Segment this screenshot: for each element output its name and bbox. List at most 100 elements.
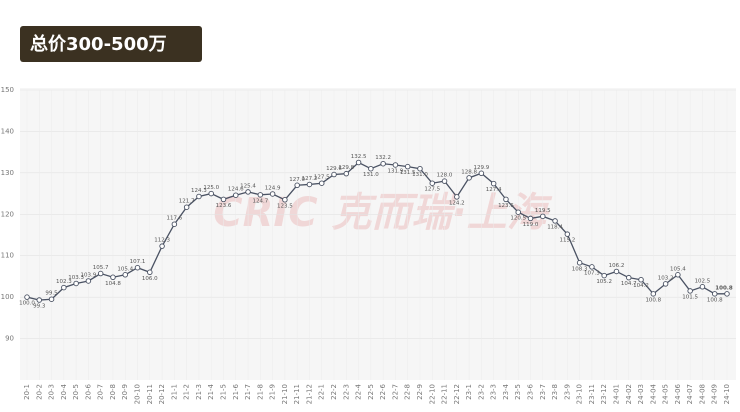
data-label: 131.0 [412,172,428,178]
data-label: 106.0 [142,276,158,282]
data-label: 105.4 [670,266,686,272]
x-tick-label: 21-9 [269,384,277,400]
point [257,192,264,198]
x-tick-label: 23-4 [502,383,510,399]
x-tick-label: 24-10 [723,384,731,404]
x-tick-label: 23-6 [527,383,535,399]
x-tick-label: 21-6 [232,383,240,399]
x-tick-label: 23-8 [551,384,559,400]
data-label: 131.5 [400,170,416,176]
x-tick-label: 22-1 [318,384,326,400]
point [638,276,644,283]
data-label: 118.4 [547,224,563,230]
data-label: 107.1 [130,259,146,265]
point [61,284,67,291]
point [613,268,620,275]
x-tick-label: 23-11 [588,384,596,404]
data-label: 105.7 [93,265,109,271]
point [540,213,546,220]
point [159,243,165,249]
x-tick-label: 21-1 [170,384,178,400]
y-tick-label: 110 [1,252,14,260]
point [527,215,534,222]
data-label: 105.4 [117,266,133,272]
data-label: 100.8 [645,297,661,303]
data-label: 128.8 [461,169,477,175]
data-label: 127.5 [424,187,440,193]
y-tick-label: 150 [1,86,14,94]
x-tick-label: 20-9 [121,384,129,400]
series-line [26,161,727,301]
x-tick-label: 20-8 [109,384,117,400]
x-tick-label: 23-7 [539,384,547,400]
point [73,280,79,287]
data-label: 129.6 [326,166,342,172]
title-box [20,26,202,62]
x-tick-label: 20-12 [158,384,166,404]
x-tick-label: 21-11 [293,384,301,404]
x-tick-label: 23-10 [576,384,584,404]
data-label: 129.8 [338,165,354,171]
data-label: 102.3 [56,279,72,285]
point [380,160,386,167]
y-tick-label: 100 [1,293,14,301]
data-label: 103.9 [81,272,97,278]
data-label: 103.3 [68,275,84,281]
point [318,180,325,186]
point [294,182,300,189]
point [306,181,313,188]
point [417,165,423,172]
x-tick-label: 24-05 [662,384,670,404]
data-label: 119.0 [523,222,539,228]
data-label: 104.2 [633,283,649,289]
x-tick-label: 22-12 [453,384,461,404]
data-label: 131.9 [388,168,404,174]
point [687,288,693,294]
x-tick-label: 22-7 [391,384,399,400]
x-tick-label: 22-9 [416,384,424,400]
x-tick-label: 22-8 [404,384,412,400]
x-tick-label: 21-10 [281,384,289,404]
data-label: 119.5 [535,208,551,214]
x-tick-label: 23-3 [490,384,498,400]
point [343,170,350,177]
data-label: 127.2 [302,176,318,182]
data-label: 125.4 [240,183,256,189]
data-label: 108.3 [572,266,588,272]
data-label: 124.2 [449,200,465,206]
x-tick-label: 20-7 [97,384,105,400]
x-tick-label: 24-01 [612,384,620,404]
point [454,194,460,200]
point [392,162,399,168]
x-tick-label: 20-6 [84,383,92,399]
point [97,270,104,277]
y-tick-label: 130 [1,169,14,177]
x-tick-label: 22-5 [367,384,375,400]
point [490,180,497,187]
data-label: 123.6 [216,203,232,209]
point [110,274,116,281]
data-label: 127.0 [289,177,305,183]
data-label: 131.0 [363,172,379,178]
y-tick-label: 140 [1,127,14,135]
point [503,196,509,203]
point [601,272,607,279]
data-label: 124.9 [265,185,281,191]
data-label: 107.3 [584,270,600,276]
data-label: 112.3 [154,238,170,244]
data-label: 117.6 [166,216,182,222]
data-label: 127.5 [314,175,330,181]
data-label: 127.4 [486,187,502,193]
point [245,189,251,195]
data-label: 124.7 [252,198,268,204]
data-label: 120.5 [510,216,526,222]
data-label: 99.3 [33,304,46,310]
x-tick-label: 24-02 [625,384,633,404]
x-tick-label: 22-2 [330,384,338,400]
point [269,191,276,197]
data-label: 103.2 [658,275,674,281]
data-label: 124.3 [191,188,207,194]
point [429,180,436,186]
x-tick-label: 21-3 [195,384,203,400]
